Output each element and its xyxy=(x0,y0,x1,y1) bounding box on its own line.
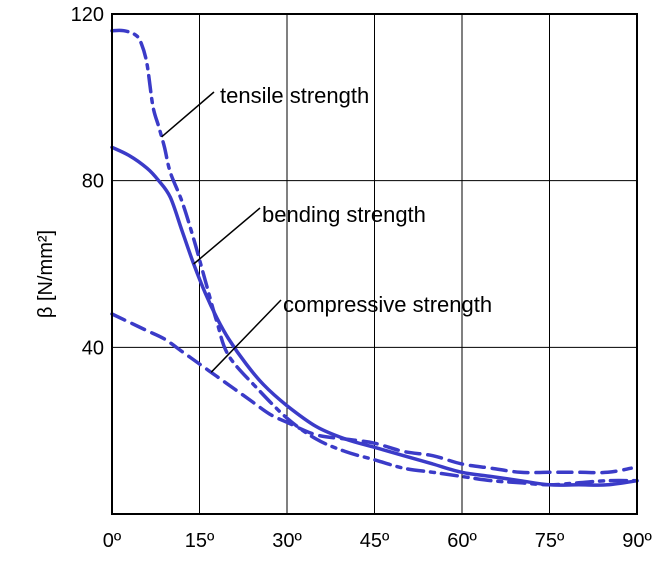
series-line-tensile-strength xyxy=(110,28,639,487)
x-tick-label: 90º xyxy=(622,530,652,552)
annotation-compressive-strength: compressive strength xyxy=(283,292,492,317)
y-tick-labels: 40 80 120 xyxy=(71,4,104,359)
leader-line-compressive-strength xyxy=(210,299,282,373)
leader-line-bending-strength xyxy=(193,207,261,265)
leader-line-tensile-strength xyxy=(161,91,215,138)
series-line-compressive-strength xyxy=(110,312,633,475)
x-tick-label: 15º xyxy=(185,530,215,552)
y-tick-label: 40 xyxy=(82,337,104,359)
series-layer xyxy=(110,28,639,487)
annotations-layer: tensile strength bending strength compress… xyxy=(161,83,492,373)
x-tick-label: 75º xyxy=(535,530,565,552)
annotation-bending-strength: bending strength xyxy=(262,202,426,227)
series-line-bending-strength xyxy=(110,145,639,487)
x-tick-label: 0º xyxy=(103,530,122,552)
y-tick-label: 80 xyxy=(82,171,104,193)
plot-frame xyxy=(111,13,638,515)
grid xyxy=(112,14,637,514)
x-tick-labels: 0º 15º 30º 45º 60º 75º 90º xyxy=(103,530,653,552)
annotation-tensile-strength: tensile strength xyxy=(220,83,369,108)
y-axis-label: β [N/mm²] xyxy=(35,230,57,318)
x-tick-label: 60º xyxy=(447,530,477,552)
y-tick-label: 120 xyxy=(71,4,104,26)
x-tick-label: 30º xyxy=(272,530,302,552)
x-tick-label: 45º xyxy=(360,530,390,552)
